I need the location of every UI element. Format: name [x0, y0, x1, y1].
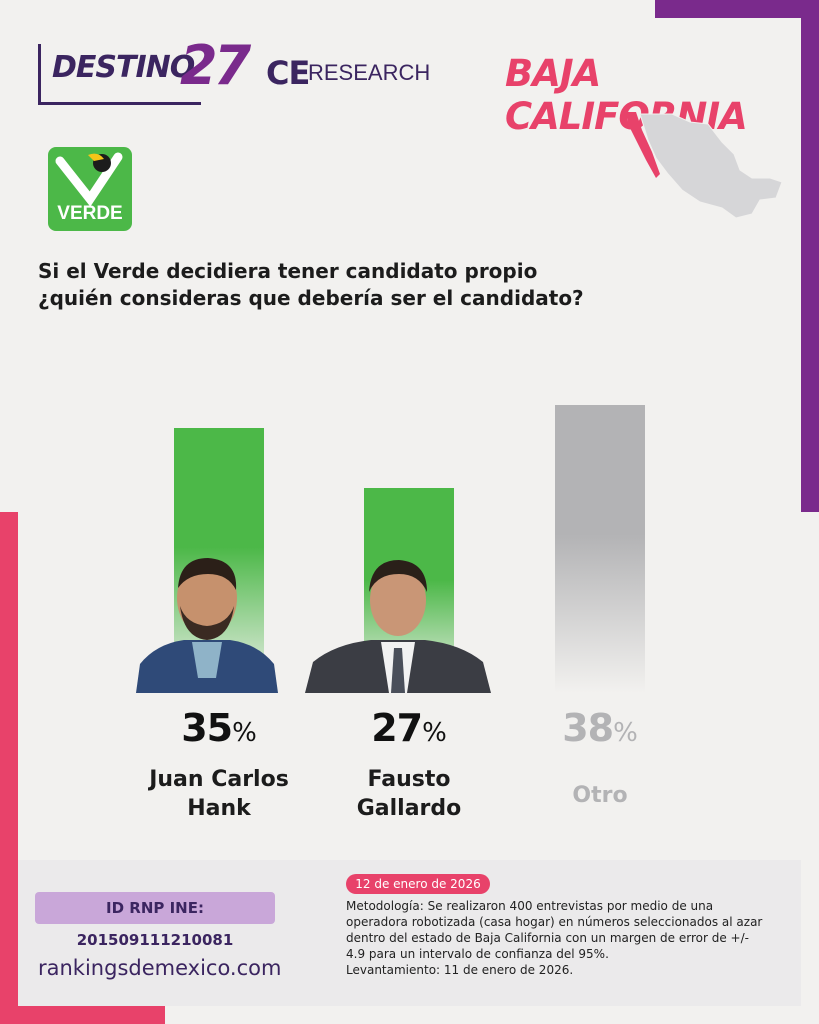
category-label-line: Juan Carlos — [149, 767, 289, 792]
state-title: BAJA CALIFORNIA — [505, 52, 748, 138]
category-label-line: Hank — [187, 796, 251, 821]
rnp-id-badge: ID RNP INE: 201509111210081 — [35, 892, 275, 949]
category-label-line: Otro — [572, 783, 628, 808]
category-label-line: Gallardo — [356, 796, 462, 821]
value-label-hank: 35% — [139, 706, 299, 750]
brand-frame — [38, 44, 201, 105]
frame-bottom-bar — [0, 1006, 165, 1024]
value-label-gallardo: 27% — [329, 706, 489, 750]
percent-symbol: % — [232, 718, 257, 748]
ce-research-logo-ce: CE — [266, 54, 310, 92]
category-label-line: Fausto — [367, 767, 451, 792]
category-label-gallardo: Fausto Gallardo — [319, 765, 499, 823]
bar-otro — [555, 405, 645, 693]
methodology-text: Metodología: Se realizaron 400 entrevist… — [346, 898, 766, 978]
candidate-photo-hank — [136, 558, 278, 693]
candidate-photo-gallardo — [305, 560, 491, 693]
value-number: 38 — [562, 706, 614, 750]
mexico-map-icon — [626, 112, 783, 219]
toucan-icon — [55, 152, 123, 207]
poll-question: Si el Verde decidiera tener candidato pr… — [38, 259, 584, 310]
percent-symbol: % — [422, 718, 447, 748]
publish-date-badge: 12 de enero de 2026 — [346, 874, 490, 894]
frame-top-bar — [655, 0, 819, 18]
value-label-otro: 38% — [520, 706, 680, 750]
ce-research-logo-research: RESEARCH — [308, 60, 431, 85]
category-label-hank: Juan Carlos Hank — [129, 765, 309, 823]
frame-right-bar — [801, 0, 819, 512]
percent-symbol: % — [613, 718, 638, 748]
value-number: 27 — [371, 706, 423, 750]
verde-party-logo: VERDE — [48, 147, 132, 231]
website-link[interactable]: rankingsdemexico.com — [38, 956, 282, 980]
survey-date: Levantamiento: 11 de enero de 2026. — [346, 963, 574, 977]
category-label-otro: Otro — [510, 781, 690, 810]
party-logo-text: VERDE — [57, 203, 123, 224]
value-number: 35 — [181, 706, 233, 750]
brand-destino-logo: DESTINO — [52, 50, 195, 85]
brand-27-logo: 27 — [180, 34, 251, 97]
frame-left-bar — [0, 512, 18, 1024]
methodology-paragraph: Metodología: Se realizaron 400 entrevist… — [346, 899, 763, 961]
